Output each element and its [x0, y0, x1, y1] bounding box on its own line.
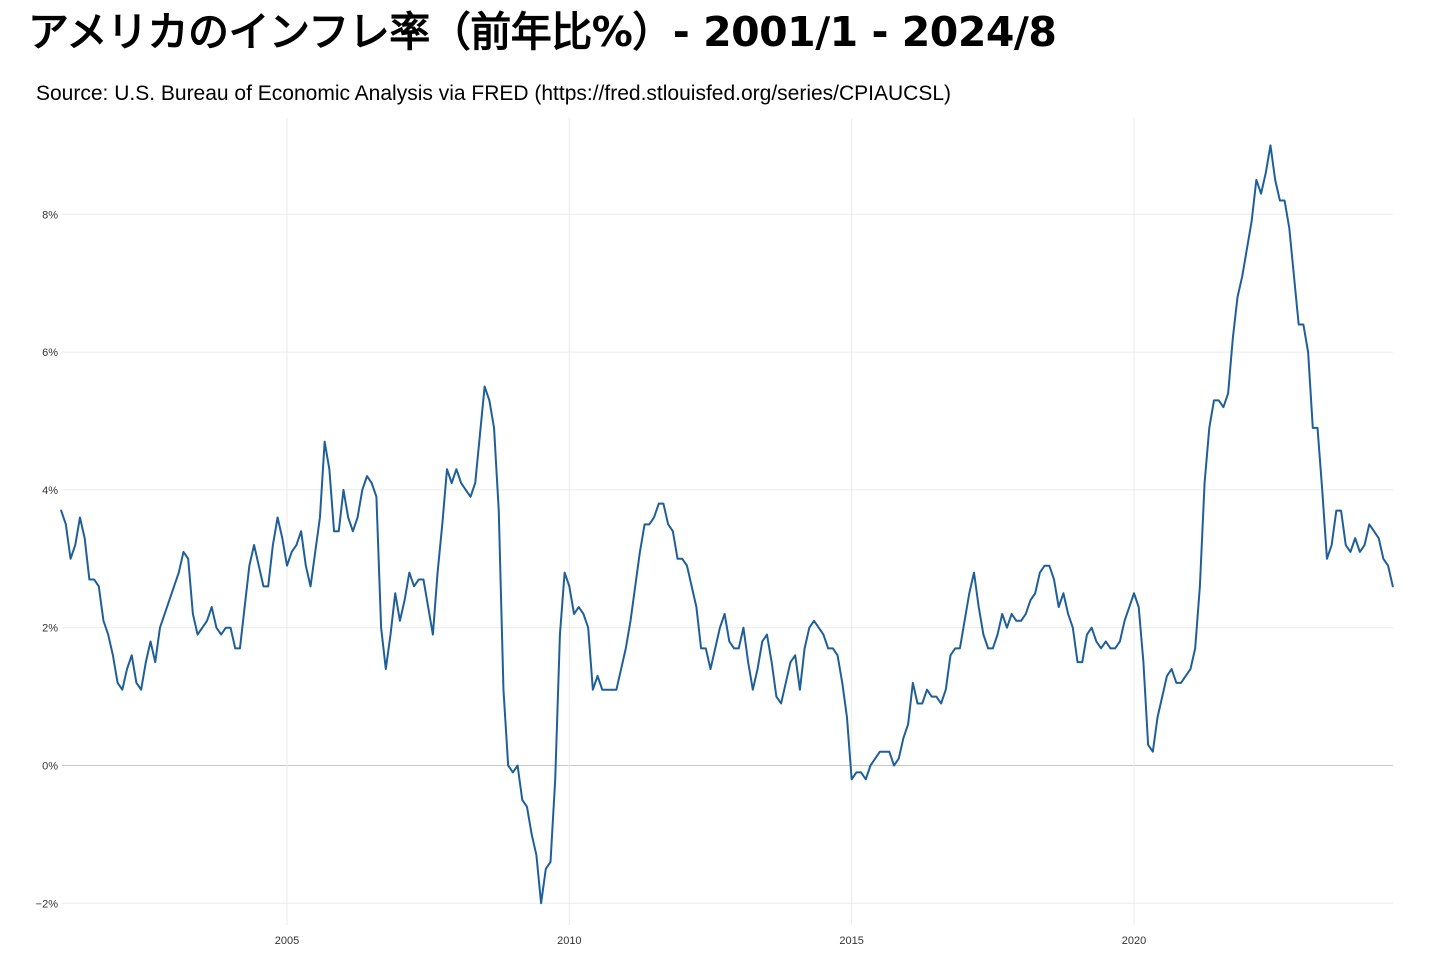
grid-layer: [62, 118, 1393, 925]
y-tick-label: 8%: [42, 209, 58, 221]
series-layer: [60, 144, 1394, 905]
y-tick-label: 2%: [42, 623, 58, 635]
y-tick-label: 0%: [42, 761, 58, 773]
x-tick-label: 2015: [839, 935, 863, 947]
chart-title: アメリカのインフレ率（前年比%）- 2001/1 - 2024/8: [28, 8, 1057, 56]
x-tick-label: 2005: [275, 935, 299, 947]
x-tick-label: 2020: [1122, 935, 1146, 947]
chart-source-subtitle: Source: U.S. Bureau of Economic Analysis…: [36, 82, 952, 105]
tick-label-layer: −2% 0% 2% 4% 6% 8% 2005 2010 2015 2020: [36, 209, 1147, 947]
y-tick-label: −2%: [36, 898, 59, 910]
y-tick-label: 4%: [42, 485, 58, 497]
x-tick-label: 2010: [557, 935, 581, 947]
series-line: [60, 144, 1394, 905]
y-tick-label: 6%: [42, 347, 58, 359]
